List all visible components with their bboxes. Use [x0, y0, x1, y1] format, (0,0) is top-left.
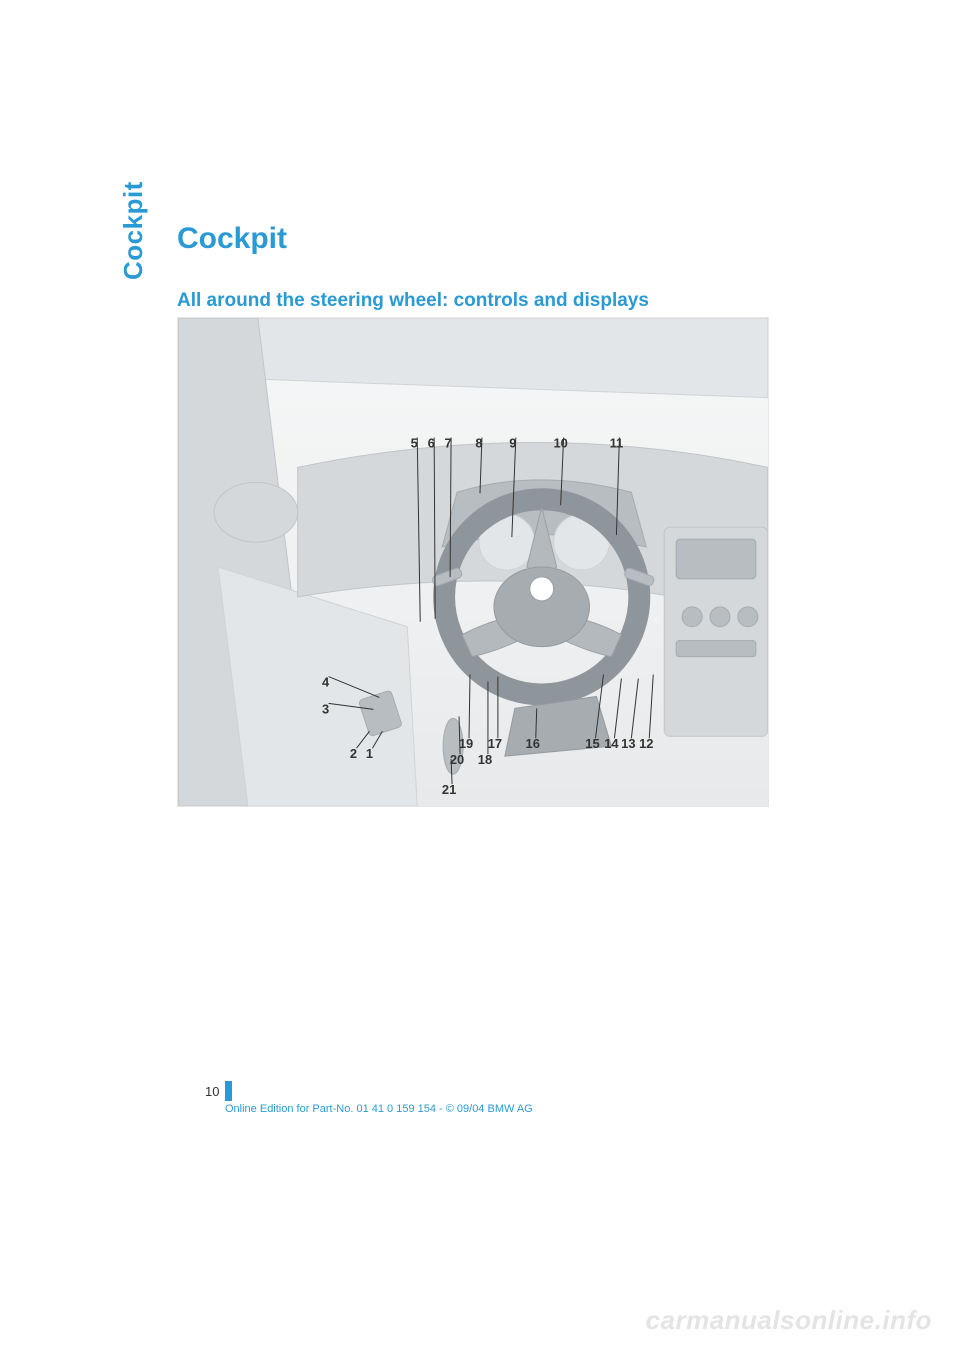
callout-number-16: 16	[526, 736, 540, 751]
manual-page: Cockpit Cockpit All around the steering …	[0, 0, 960, 1358]
callout-number-6: 6	[428, 435, 435, 450]
center-display	[676, 539, 756, 579]
callout-number-13: 13	[621, 736, 635, 751]
cockpit-illustration-svg: 123456789101112131415161718192021	[178, 318, 768, 806]
section-tab-label: Cockpit	[118, 181, 149, 280]
bmw-roundel	[530, 577, 554, 601]
page-subtitle: All around the steering wheel: controls …	[177, 290, 649, 312]
callout-number-21: 21	[442, 782, 456, 797]
callout-number-19: 19	[459, 736, 473, 751]
callout-number-18: 18	[478, 752, 492, 767]
page-number-accent-bar	[225, 1081, 232, 1101]
callout-line-14	[614, 679, 621, 739]
callout-number-11: 11	[610, 435, 624, 450]
callout-number-7: 7	[445, 435, 452, 450]
cockpit-diagram: 123456789101112131415161718192021	[177, 317, 769, 807]
knob-2	[710, 607, 730, 627]
callout-number-2: 2	[350, 746, 357, 761]
page-number: 10	[205, 1084, 219, 1099]
callout-number-9: 9	[509, 435, 516, 450]
slot	[676, 641, 756, 657]
callout-number-15: 15	[585, 736, 599, 751]
callout-number-12: 12	[639, 736, 653, 751]
callout-line-19	[469, 675, 470, 739]
knob-3	[738, 607, 758, 627]
callout-number-17: 17	[488, 736, 502, 751]
callout-number-5: 5	[411, 435, 418, 450]
callout-number-14: 14	[604, 736, 619, 751]
door-panel	[218, 567, 417, 806]
page-title: Cockpit	[177, 222, 287, 256]
callout-number-10: 10	[553, 435, 567, 450]
page-number-block: 10	[205, 1081, 232, 1101]
callout-number-20: 20	[450, 752, 464, 767]
knob-1	[682, 607, 702, 627]
side-mirror	[214, 482, 298, 542]
callout-number-3: 3	[322, 701, 329, 716]
watermark: carmanualsonline.info	[646, 1305, 932, 1336]
callout-number-8: 8	[475, 435, 482, 450]
callout-number-4: 4	[322, 674, 330, 689]
windshield-area	[218, 318, 768, 398]
callout-number-1: 1	[366, 746, 373, 761]
callout-line-12	[649, 675, 653, 739]
callout-line-13	[631, 679, 638, 739]
footer-edition-line: Online Edition for Part-No. 01 41 0 159 …	[225, 1103, 533, 1115]
